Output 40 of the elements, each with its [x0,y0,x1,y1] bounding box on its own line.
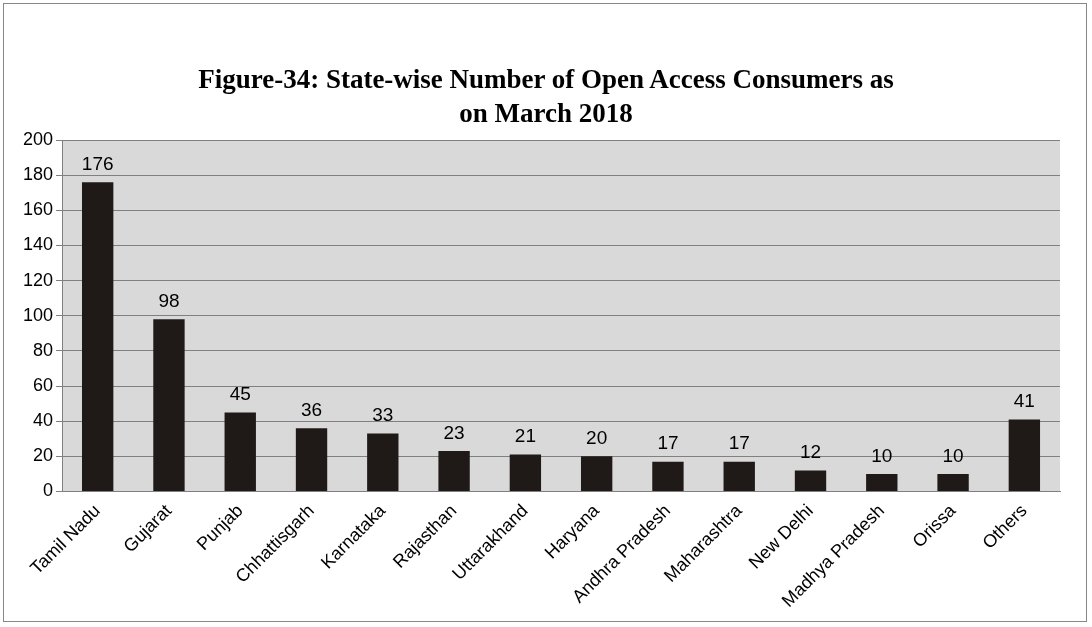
data-label: 17 [728,432,750,454]
data-label: 36 [300,398,323,420]
bar [866,473,898,491]
y-tick-label: 140 [22,234,54,255]
y-tick-label: 160 [22,199,54,220]
data-label: 23 [443,421,465,443]
data-label: 12 [799,441,822,463]
y-tick-label: 80 [33,339,54,360]
y-tick-label: 100 [22,304,54,325]
data-label: 176 [81,152,114,174]
bar [367,433,399,491]
data-label: 98 [158,290,180,311]
bar [295,428,328,491]
bar [1008,419,1041,491]
data-label: 10 [871,444,893,466]
data-label: 41 [1013,390,1035,412]
y-tick-label: 180 [22,164,54,185]
y-tick-label: 20 [33,445,54,466]
y-tick-label: 200 [22,128,54,149]
data-label: 20 [586,427,608,449]
bar [794,470,827,491]
bar [509,454,542,491]
data-label: 45 [229,383,251,405]
bar [652,461,684,491]
y-tick-label: 60 [33,375,54,396]
data-label: 10 [942,444,964,466]
bar [81,182,114,491]
y-tick-label: 0 [43,480,54,501]
bar [224,412,256,491]
bar [153,319,185,491]
bar [723,461,755,491]
bar [580,456,613,491]
data-label: 17 [657,432,679,454]
bar [438,451,470,491]
data-label: 21 [514,425,536,447]
y-tick-label: 120 [22,269,54,290]
data-label: 33 [372,404,394,426]
bar [937,473,969,491]
y-tick-label: 40 [33,410,54,431]
chart-title: Figure-34: State-wise Number of Open Access Consumers as on March 2018 [197,63,895,130]
